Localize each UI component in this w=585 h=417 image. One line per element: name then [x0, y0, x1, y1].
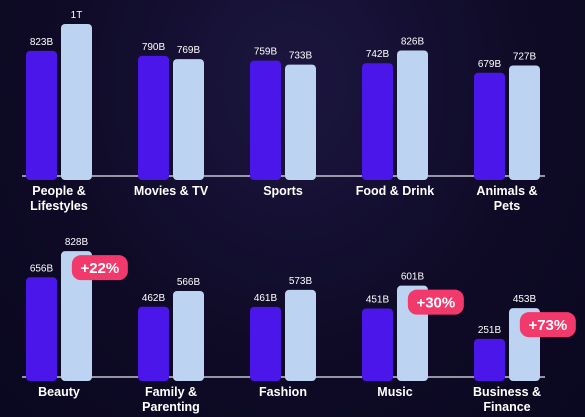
- data-label: 759B: [254, 47, 278, 58]
- bar-b: [61, 251, 92, 381]
- bar-b: [285, 289, 316, 381]
- growth-badge-label: +30%: [416, 295, 455, 312]
- category-label: Sports: [263, 184, 303, 198]
- data-label: 769B: [177, 45, 201, 56]
- bar-a: [474, 72, 505, 180]
- growth-badge-label: +22%: [80, 260, 119, 277]
- category-label: Business &: [473, 385, 541, 399]
- data-label: 828B: [65, 237, 89, 248]
- category-label: People &: [32, 184, 86, 198]
- bar-b: [173, 290, 204, 381]
- bar-a: [474, 338, 505, 381]
- data-label: 679B: [478, 59, 502, 70]
- chart-panel-1: 823B 1T People &Lifestyles 790B 769B Movies &…: [22, 10, 545, 213]
- bar-b: [61, 24, 92, 180]
- bar-a: [362, 308, 393, 381]
- data-label: 251B: [478, 325, 502, 336]
- category-label: Fashion: [259, 385, 307, 399]
- growth-badge: [407, 289, 464, 315]
- bar-a: [362, 63, 393, 180]
- growth-badge: [519, 312, 576, 338]
- data-label: 461B: [254, 293, 278, 304]
- data-label: 733B: [289, 51, 313, 62]
- data-label: 826B: [401, 36, 425, 47]
- growth-badge-label: +73%: [528, 317, 567, 334]
- data-label: 462B: [142, 293, 166, 304]
- bar-b: [173, 59, 204, 180]
- data-label: 601B: [401, 272, 425, 283]
- bar-a: [250, 306, 281, 381]
- bar-a: [138, 55, 169, 180]
- data-label: 566B: [177, 277, 201, 288]
- chart-panel-2: 656B 828B Beauty 462B 566B Family &Parenting 4…: [22, 237, 576, 414]
- data-label: 451B: [366, 294, 390, 305]
- bar-b: [285, 64, 316, 180]
- data-label: 790B: [142, 42, 166, 53]
- bar-b: [509, 65, 540, 180]
- growth-badge: [71, 255, 128, 281]
- category-label: Animals &: [476, 184, 537, 198]
- data-label: 742B: [366, 49, 390, 60]
- category-label: Lifestyles: [30, 199, 88, 213]
- category-label: Beauty: [38, 385, 80, 399]
- bar-b: [397, 50, 428, 181]
- bar-a: [250, 60, 281, 180]
- category-label: Music: [377, 385, 412, 399]
- category-label: Finance: [483, 400, 530, 414]
- category-label: Parenting: [142, 400, 200, 414]
- bar-a: [26, 50, 57, 181]
- category-label: Family &: [145, 385, 197, 399]
- data-label: 573B: [289, 276, 313, 287]
- category-label: Movies & TV: [134, 184, 209, 198]
- bar-a: [26, 277, 57, 381]
- data-label: 1T: [71, 10, 83, 21]
- data-label: 453B: [513, 294, 537, 305]
- category-label: Food & Drink: [356, 184, 435, 198]
- bar-a: [138, 306, 169, 381]
- category-label: Pets: [494, 199, 520, 213]
- data-label: 727B: [513, 51, 537, 62]
- data-label: 656B: [30, 263, 54, 274]
- data-label: 823B: [30, 37, 54, 48]
